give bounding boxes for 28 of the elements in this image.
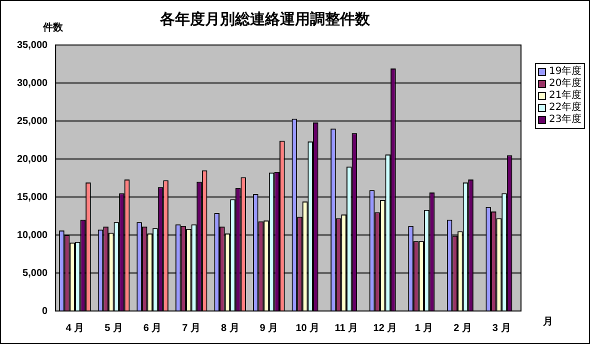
x-axis-title: 月 [542,316,553,328]
legend-label: 19年度 [549,66,582,77]
y-tick-label: 5,000 [22,268,48,279]
y-axis-title: 件数 [42,22,64,34]
x-tick-label: 1 月 [414,322,434,334]
y-tick-label: 10,000 [16,230,48,241]
y-tick-label: 20,000 [16,154,48,165]
y-tick-label: 0 [42,306,48,317]
y-tick-label: 25,000 [16,116,48,127]
x-tick-label: 11 月 [334,322,358,334]
x-tick-label: 2 月 [454,322,472,334]
y-tick-label: 30,000 [16,78,48,89]
legend-label: 23年度 [549,114,582,125]
y-tick-label: 15,000 [16,192,48,203]
x-tick-label: 9 月 [260,322,278,334]
legend-label: 20年度 [549,78,582,89]
x-tick-label: 8 月 [220,322,240,334]
x-tick-label: 5 月 [104,322,123,334]
x-tick-label: 4 月 [66,322,84,334]
x-tick-label: 10 月 [296,322,320,334]
legend-label: 21年度 [549,90,582,101]
x-tick-label: 7 月 [182,322,201,334]
x-tick-label: 6 月 [143,322,162,334]
x-tick-label: 12 月 [373,322,398,334]
legend-label: 22年度 [549,102,582,113]
x-tick-label: 3 月 [492,322,511,334]
chart-title: 各年度月別総連絡運用調整件数 [159,10,371,28]
y-tick-label: 35,000 [16,40,48,51]
